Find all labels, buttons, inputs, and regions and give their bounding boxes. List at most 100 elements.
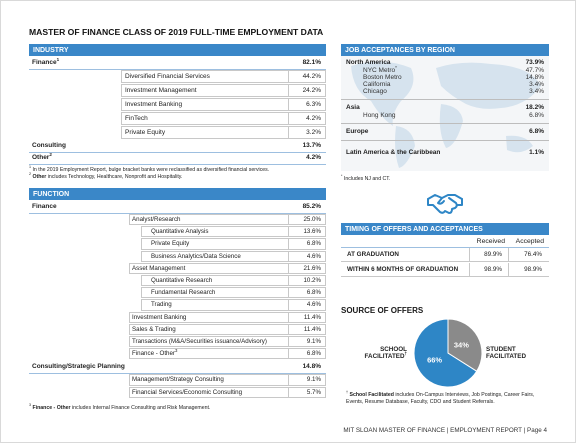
item-value: 6.8% — [307, 351, 321, 357]
item-label-text: Investment Management — [125, 87, 197, 94]
item-label-text: Business Analytics/Data Science — [151, 252, 241, 260]
map-background — [341, 56, 549, 171]
table-cell — [289, 214, 326, 226]
footnote: * Includes NJ and CT. — [341, 174, 549, 183]
table-cell — [121, 70, 289, 83]
page-title-text: MASTER OF FINANCE CLASS OF 2019 FULL-TIM… — [29, 27, 324, 37]
table-cell — [141, 250, 289, 262]
footnote-bold: School Facilitated — [349, 392, 394, 398]
row-value-text: 98.9% — [484, 266, 502, 273]
item-value: 4.2% — [306, 115, 321, 123]
table-cell — [121, 126, 289, 139]
table-cell — [289, 250, 326, 262]
region-value-text: 73.9% — [525, 59, 544, 66]
table-cell — [129, 323, 289, 335]
item-label: Asset Management — [132, 264, 186, 272]
subregion-value: 14.8% — [525, 74, 544, 82]
footnote-marker: † — [346, 390, 349, 394]
subregion-label: NYC Metro* — [363, 65, 397, 75]
footnote-marker: 3 — [29, 402, 32, 407]
region-label-text: Europe — [346, 128, 369, 135]
rule — [341, 247, 549, 248]
item-label-text: Sales & Trading — [132, 325, 176, 333]
table-cell — [129, 374, 289, 386]
item-value: 24.2% — [303, 87, 321, 95]
item-label: Sales & Trading — [132, 325, 176, 333]
table-cell — [141, 287, 289, 299]
page-footer-text: MIT SLOAN MASTER OF FINANCE | EMPLOYMENT… — [343, 427, 547, 434]
subregion-value: 3.4% — [529, 88, 544, 96]
rule — [341, 99, 549, 100]
footnote-text: includes On-Campus Interviews, Job Posti… — [346, 392, 535, 406]
superscript: * — [395, 65, 397, 70]
item-value: 6.3% — [306, 101, 321, 109]
slice-name: STUDENT FACILITATED — [486, 346, 532, 360]
table-row — [341, 248, 549, 262]
table-cell — [129, 336, 289, 348]
group-label-text: Finance — [32, 59, 57, 66]
footnote-marker: 2 — [29, 172, 32, 176]
rule — [29, 152, 326, 153]
slice-name: SCHOOL FACILITATED† — [361, 346, 407, 360]
item-value: 3.2% — [306, 129, 321, 137]
row-value-text: 89.9% — [484, 251, 502, 258]
group-label: Other2 — [32, 152, 52, 162]
item-label: Finance - Other3 — [132, 349, 177, 358]
footnote-text: In the 2019 Employment Report, bulge bra… — [32, 167, 270, 173]
table-cell — [289, 98, 326, 111]
section-heading-text: TIMING OF OFFERS AND ACCEPTANCES — [345, 226, 483, 233]
section-heading: FUNCTION — [33, 191, 69, 198]
rule — [29, 373, 326, 375]
table-cell — [289, 299, 326, 311]
table-cell — [289, 374, 326, 386]
item-value-text: 4.6% — [306, 252, 321, 260]
item-value: 11.4% — [303, 325, 321, 333]
item-label-text: Finance - Other — [132, 350, 175, 358]
group-value-text: 14.8% — [302, 363, 321, 371]
item-label-text: Management/Strategy Consulting — [132, 376, 224, 384]
item-label-text: Financial Services/Economic Consulting — [132, 388, 243, 396]
subregion-label: California — [363, 81, 390, 89]
item-label-text: FinTech — [125, 115, 148, 122]
item-value-text: 3.2% — [306, 129, 321, 136]
page-footer: MIT SLOAN MASTER OF FINANCE | EMPLOYMENT… — [343, 427, 547, 434]
item-label-text: Transactions (M&A/Securities issuance/Ad… — [132, 338, 267, 345]
item-value-text: 11.4% — [303, 325, 321, 333]
subregion-label: Hong Kong — [363, 112, 396, 120]
row-value: 76.4% — [524, 251, 542, 258]
item-label: Fundamental Research — [151, 290, 215, 296]
group-value-text: 82.1% — [302, 59, 321, 66]
item-label-text: Quantitative Research — [151, 277, 213, 284]
table-cell — [121, 112, 289, 125]
footnote-bold: Other — [32, 174, 47, 180]
table-cell — [129, 214, 289, 226]
item-label-text: Asset Management — [132, 264, 186, 272]
group-label: Finance — [32, 203, 57, 211]
group-value: 4.2% — [306, 154, 321, 162]
item-value-text: 13.6% — [303, 228, 321, 236]
subregion-label-text: Chicago — [363, 88, 387, 95]
group-value: 85.2% — [303, 203, 321, 211]
region-label: Asia — [346, 104, 360, 112]
subregion-value: 6.8% — [529, 112, 544, 120]
column-header: Accepted — [516, 238, 544, 246]
table-cell — [289, 262, 326, 274]
item-value: 4.6% — [306, 252, 321, 260]
section-header — [341, 44, 549, 56]
group-value: 14.8% — [303, 364, 321, 371]
row-value: 98.9% — [524, 266, 542, 273]
item-value-text: 6.8% — [306, 289, 321, 297]
item-label-text: Quantitative Analysis — [151, 228, 209, 236]
table-cell — [469, 263, 509, 277]
subregion-value-text: 14.8% — [525, 74, 544, 81]
table-cell — [129, 348, 289, 360]
row-value-text: 98.9% — [524, 266, 542, 273]
table-cell — [289, 112, 326, 125]
table-cell — [289, 348, 326, 360]
section-header — [341, 223, 549, 235]
footnote-text: Includes NJ and CT. — [343, 176, 391, 182]
section-heading-text: JOB ACCEPTANCES BY REGION — [345, 47, 455, 54]
table-cell — [289, 336, 326, 348]
region-label-text: Asia — [346, 104, 360, 111]
